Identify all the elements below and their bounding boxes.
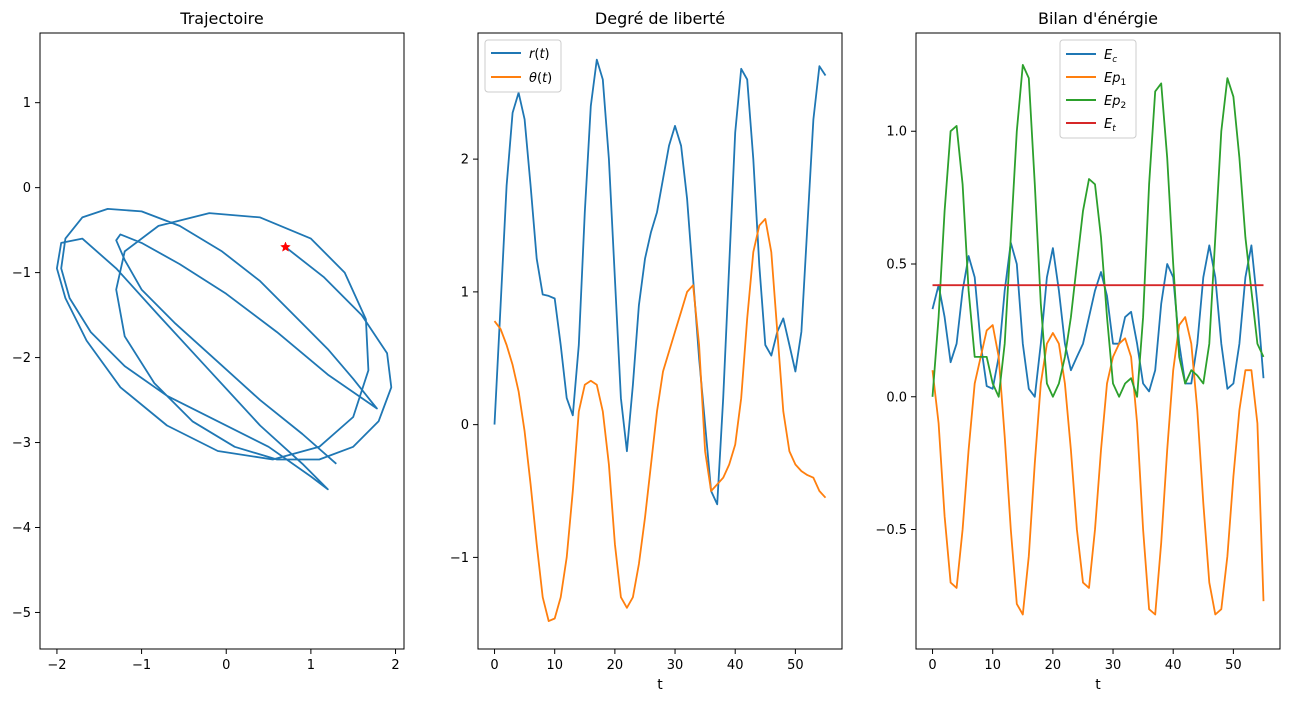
axes-layer: −2 −1 0 1 2 −5 −4 −3 −2 −1 0 1: [12, 96, 400, 673]
axes-layer: 0 10 20 30 40 50 −0.5 0.0 0.5 1.0: [875, 125, 1241, 673]
y-tick-label: 0: [23, 181, 31, 196]
axes-frame: [39, 32, 405, 650]
x-tick-label: 20: [1045, 658, 1062, 673]
plot-bilan-energie: Bilan d'énérgie 0 10 20 30 40 50 −0.5 0.0 0.5 1.0…: [875, 9, 1281, 693]
plot-title: Degré de liberté: [595, 9, 725, 28]
x-tick-label: 30: [1105, 658, 1122, 673]
y-tick-label: 0: [461, 418, 469, 433]
y-tick-label: 1: [461, 285, 469, 300]
x-tick-label: 1: [307, 658, 315, 673]
x-tick-label: 0: [490, 658, 498, 673]
y-tick-label: −2: [12, 351, 31, 366]
series-line-trajectory: [56, 207, 393, 491]
x-tick-label: 30: [667, 658, 684, 673]
series-line-t: [493, 217, 827, 622]
x-axis-label: t: [657, 677, 663, 693]
y-tick-label: −5: [12, 606, 31, 621]
legend-label-r: r(t): [529, 47, 550, 62]
y-tick-label: 2: [461, 153, 469, 168]
legend-label-theta: θ(t): [529, 71, 552, 86]
series-layer: [56, 207, 393, 491]
legend: r(t) θ(t): [484, 39, 562, 93]
x-tick-label: 50: [1225, 658, 1242, 673]
legend-label-ec: Ec: [1104, 48, 1117, 65]
y-tick-label: 1.0: [886, 125, 907, 140]
legend-frame: [1059, 39, 1137, 139]
y-tick-label: 0.5: [886, 258, 907, 273]
x-tick-label: 0: [222, 658, 230, 673]
y-tick-label: −0.5: [875, 523, 907, 538]
x-tick-label: 50: [787, 658, 804, 673]
legend-label-ep1: Ep1: [1104, 71, 1126, 88]
x-tick-label: 2: [391, 658, 399, 673]
x-tick-label: 0: [928, 658, 936, 673]
axes-layer: 0 10 20 30 40 50 −1 0 1 2: [450, 153, 804, 673]
y-tick-label: −1: [12, 266, 31, 281]
legend: Ec Ep1 Ep2 Et: [1059, 39, 1137, 139]
plot-title: Bilan d'énérgie: [1038, 9, 1158, 28]
x-tick-label: 10: [546, 658, 563, 673]
x-tick-label: 40: [1165, 658, 1182, 673]
axes-frame: [915, 32, 1281, 650]
y-tick-label: −1: [450, 551, 469, 566]
y-tick-label: −3: [12, 436, 31, 451]
series-line-ec: [931, 241, 1265, 398]
legend-label-et: Et: [1104, 117, 1116, 134]
plot-degre-de-liberte: Degré de liberté 0 10 20 30 40 50 −1 0 1 2 t r(t)…: [450, 9, 843, 693]
axes-frame: [477, 32, 843, 650]
legend-label-ep2: Ep2: [1104, 94, 1126, 111]
x-tick-label: 10: [984, 658, 1001, 673]
x-tick-label: 40: [727, 658, 744, 673]
series-line-rt: [493, 58, 827, 506]
series-layer: [493, 58, 827, 622]
series-line-ep1: [931, 316, 1265, 616]
x-tick-label: −2: [47, 658, 66, 673]
y-tick-label: −4: [12, 521, 31, 536]
x-tick-label: −1: [132, 658, 151, 673]
x-axis-label: t: [1095, 677, 1101, 693]
series-line-ep2: [931, 64, 1265, 398]
y-tick-label: 1: [23, 96, 31, 111]
y-tick-label: 0.0: [886, 390, 907, 405]
plot-title: Trajectoire: [179, 9, 263, 28]
x-tick-label: 20: [607, 658, 624, 673]
plot-trajectoire: Trajectoire −2 −1 0 1 2 −5 −4 −3 −2 −1 0 1: [12, 9, 405, 673]
start-marker: [280, 241, 291, 252]
series-layer: [931, 64, 1265, 616]
